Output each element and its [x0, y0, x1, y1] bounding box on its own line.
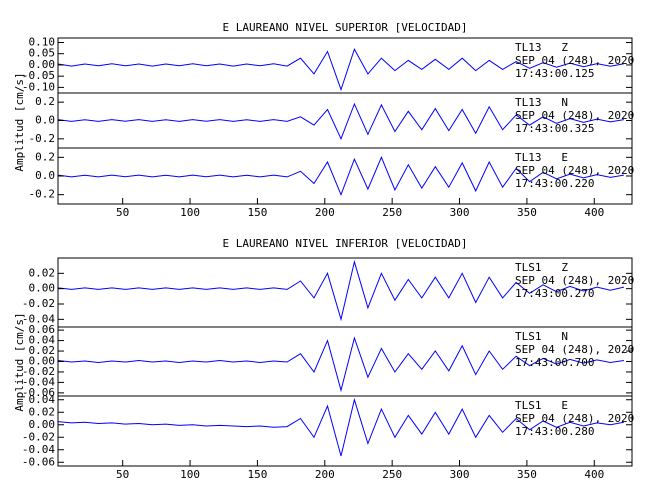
y-tick-label: 0.02: [29, 405, 56, 418]
x-tick-label: 300: [450, 206, 470, 219]
y-tick-label: 0.04: [29, 393, 56, 406]
trace-annotation: 17:43:00.700: [515, 356, 594, 369]
y-tick-label: 0.00: [29, 58, 56, 71]
x-tick-label: 150: [247, 468, 267, 481]
trace-annotation: SEP 04 (248), 2020: [515, 54, 634, 67]
trace-annotation: 17:43:00.270: [515, 287, 594, 300]
waveform: [57, 102, 624, 141]
y-tick-label: -0.04: [22, 443, 55, 456]
x-tick-label: 150: [247, 206, 267, 219]
y-tick-label: -0.02: [22, 430, 55, 443]
trace-annotation: SEP 04 (248), 2020: [515, 412, 634, 425]
y-tick-label: 0.2: [35, 150, 55, 163]
y-tick-label: -0.04: [22, 375, 55, 388]
x-tick-label: 350: [517, 468, 537, 481]
trace-annotation: TL13 E: [515, 151, 568, 164]
trace-annotation: 17:43:00.220: [515, 177, 594, 190]
trace-annotation: 17:43:00.280: [515, 425, 594, 438]
trace-annotation: TL13 N: [515, 96, 568, 109]
y-tick-label: 0.04: [29, 334, 56, 347]
y-tick-label: 0.10: [29, 35, 56, 48]
x-tick-label: 50: [116, 468, 129, 481]
y-tick-label: -0.2: [29, 188, 56, 201]
trace-annotation: 17:43:00.125: [515, 67, 594, 80]
x-tick-label: 250: [382, 468, 402, 481]
x-tick-label: 400: [584, 468, 604, 481]
x-tick-label: 350: [517, 206, 537, 219]
panel-frame: [57, 395, 633, 467]
waveform: [57, 47, 624, 92]
y-tick-label: 0.0: [35, 114, 55, 127]
trace-annotation: TLS1 Z: [515, 261, 568, 274]
trace-annotation: SEP 04 (248), 2020: [515, 343, 634, 356]
x-tick-label: 200: [315, 468, 335, 481]
trace-annotation: TL13 Z: [515, 41, 568, 54]
waveform: [57, 156, 624, 197]
x-tick-label: 50: [116, 206, 129, 219]
y-tick-label: 0.02: [29, 344, 56, 357]
y-tick-label: 0.0: [35, 169, 55, 182]
y-tick-label: -0.05: [22, 69, 55, 82]
y-tick-label: 0.2: [35, 95, 55, 108]
y-tick-label: -0.04: [22, 312, 55, 325]
y-axis-label: Amplitud [cm/s]: [13, 312, 26, 411]
group-title: E LAUREANO NIVEL SUPERIOR [VELOCIDAD]: [222, 21, 467, 34]
group-title: E LAUREANO NIVEL INFERIOR [VELOCIDAD]: [222, 237, 467, 250]
y-tick-label: 0.00: [29, 418, 56, 431]
trace-annotation: 17:43:00.325: [515, 122, 594, 135]
y-tick-label: 0.05: [29, 47, 56, 60]
y-tick-label: -0.06: [22, 386, 55, 399]
x-tick-label: 400: [584, 206, 604, 219]
y-tick-label: 0.02: [29, 266, 56, 279]
waveform: [57, 259, 625, 322]
y-axis-label: Amplitud [cm/s]: [13, 72, 26, 171]
y-tick-label: -0.06: [22, 455, 55, 468]
x-tick-label: 100: [180, 468, 200, 481]
x-tick-label: 100: [180, 206, 200, 219]
y-tick-label: -0.02: [22, 365, 55, 378]
y-tick-label: 0.00: [29, 282, 56, 295]
waveform: [57, 397, 624, 457]
y-tick-label: -0.10: [22, 80, 55, 93]
trace-annotation: SEP 04 (248), 2020: [515, 109, 634, 122]
trace-annotation: TLS1 E: [515, 399, 568, 412]
y-tick-label: -0.2: [29, 132, 56, 145]
trace-annotation: SEP 04 (248), 2020: [515, 164, 634, 177]
trace-annotation: TLS1 N: [515, 330, 568, 343]
y-tick-label: -0.02: [22, 297, 55, 310]
y-tick-label: 0.00: [29, 355, 56, 368]
x-tick-label: 200: [315, 206, 335, 219]
x-tick-label: 300: [450, 468, 470, 481]
x-tick-label: 250: [382, 206, 402, 219]
trace-annotation: SEP 04 (248), 2020: [515, 274, 634, 287]
waveform: [57, 336, 624, 393]
y-tick-label: 0.06: [29, 323, 56, 336]
